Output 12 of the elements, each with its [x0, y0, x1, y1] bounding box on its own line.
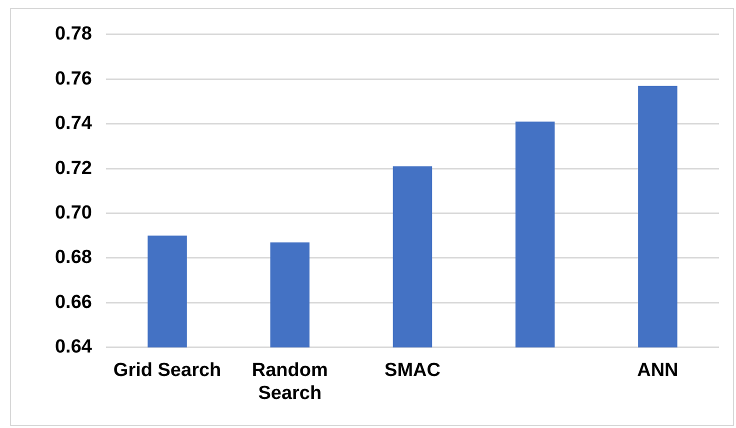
y-tick-label: 0.66	[54, 292, 92, 313]
y-tick-label: 0.70	[54, 202, 92, 224]
y-tick-label: 0.68	[54, 247, 92, 268]
x-tick-label: ANN	[637, 360, 678, 382]
x-tick-label: Grid Search	[113, 360, 222, 382]
y-tick-label: 0.64	[54, 336, 92, 358]
x-tick-label: Random Search	[252, 360, 328, 404]
y-tick-label: 0.76	[54, 68, 92, 90]
y-tick-label: 0.78	[54, 24, 92, 45]
x-tick-label: SMAC	[384, 360, 441, 382]
y-tick-label: 0.74	[54, 113, 92, 134]
y-tick-label: 0.72	[54, 158, 92, 179]
